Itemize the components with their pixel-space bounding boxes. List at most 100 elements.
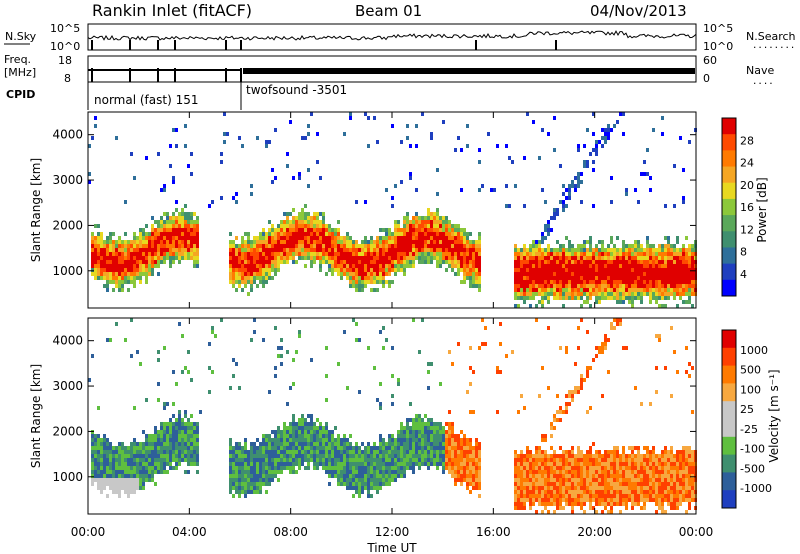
heatmap-cell (361, 458, 364, 462)
heatmap-cell (610, 494, 613, 498)
heatmap-cell (406, 442, 409, 446)
heatmap-cell (679, 296, 682, 300)
heatmap-cell (121, 462, 124, 466)
heatmap-cell (322, 232, 325, 236)
heatmap-cell (325, 466, 328, 470)
heatmap-cell (259, 458, 262, 462)
heatmap-cell (586, 366, 589, 370)
heatmap-cell (568, 276, 571, 280)
heatmap-cell (436, 450, 439, 454)
heatmap-cell (136, 450, 139, 454)
heatmap-cell (163, 252, 166, 256)
heatmap-cell (382, 240, 385, 244)
heatmap-cell (91, 442, 94, 446)
heatmap-cell (670, 264, 673, 268)
heatmap-cell (373, 486, 376, 490)
heatmap-cell (460, 260, 463, 264)
heatmap-cell (268, 244, 271, 248)
heatmap-cell (376, 140, 379, 144)
heatmap-cell (634, 240, 637, 244)
heatmap-cell (676, 252, 679, 256)
heatmap-cell (157, 260, 160, 264)
heatmap-cell (583, 470, 586, 474)
heatmap-cell (196, 220, 199, 224)
heatmap-cell (136, 236, 139, 240)
heatmap-cell (466, 260, 469, 264)
heatmap-cell (592, 482, 595, 486)
heatmap-cell (541, 188, 544, 192)
heatmap-cell (439, 430, 442, 434)
heatmap-cell (448, 410, 451, 414)
heatmap-cell (394, 450, 397, 454)
heatmap-cell (448, 236, 451, 240)
colorbar-tick-label: 4 (740, 268, 747, 281)
heatmap-cell (271, 454, 274, 458)
heatmap-cell (133, 470, 136, 474)
heatmap-cell (601, 494, 604, 498)
heatmap-cell (286, 446, 289, 450)
heatmap-cell (583, 268, 586, 272)
heatmap-cell (118, 256, 121, 260)
heatmap-cell (232, 358, 235, 362)
heatmap-cell (331, 256, 334, 260)
heatmap-cell (607, 268, 610, 272)
heatmap-cell (451, 244, 454, 248)
heatmap-cell (649, 272, 652, 276)
heatmap-cell (271, 168, 274, 172)
heatmap-cell (100, 248, 103, 252)
heatmap-cell (466, 466, 469, 470)
heatmap-cell (382, 466, 385, 470)
heatmap-cell (229, 276, 232, 280)
heatmap-cell (442, 470, 445, 474)
heatmap-cell (292, 252, 295, 256)
heatmap-cell (433, 454, 436, 458)
heatmap-cell (439, 462, 442, 466)
heatmap-cell (283, 458, 286, 462)
heatmap-cell (532, 498, 535, 502)
heatmap-cell (685, 284, 688, 288)
heatmap-cell (421, 426, 424, 430)
heatmap-cell (469, 458, 472, 462)
heatmap-cell (325, 374, 328, 378)
heatmap-cell (562, 256, 565, 260)
heatmap-cell (172, 220, 175, 224)
heatmap-cell (532, 470, 535, 474)
heatmap-cell (691, 304, 694, 308)
heatmap-cell (355, 264, 358, 268)
heatmap-cell (427, 232, 430, 236)
heatmap-cell (478, 454, 481, 458)
heatmap-cell (349, 486, 352, 490)
heatmap-cell (622, 462, 625, 466)
heatmap-cell (124, 458, 127, 462)
heatmap-cell (97, 446, 100, 450)
heatmap-cell (490, 188, 493, 192)
heatmap-cell (469, 442, 472, 446)
heatmap-cell (574, 292, 577, 296)
heatmap-cell (514, 256, 517, 260)
heatmap-cell (580, 454, 583, 458)
heatmap-cell (610, 272, 613, 276)
heatmap-cell (172, 228, 175, 232)
heatmap-cell (187, 434, 190, 438)
heatmap-cell (139, 470, 142, 474)
heatmap-cell (307, 256, 310, 260)
heatmap-cell (418, 248, 421, 252)
heatmap-cell (316, 466, 319, 470)
heatmap-cell (598, 256, 601, 260)
heatmap-cell (409, 172, 412, 176)
heatmap-cell (289, 434, 292, 438)
heatmap-cell (139, 272, 142, 276)
heatmap-cell (94, 124, 97, 128)
heatmap-cell (460, 148, 463, 152)
heatmap-cell (553, 462, 556, 466)
heatmap-cell (349, 280, 352, 284)
heatmap-cell (136, 446, 139, 450)
heatmap-cell (628, 446, 631, 450)
heatmap-cell (628, 244, 631, 248)
heatmap-cell (100, 244, 103, 248)
heatmap-cell (172, 236, 175, 240)
heatmap-cell (442, 466, 445, 470)
heatmap-cell (400, 252, 403, 256)
heatmap-cell (466, 482, 469, 486)
heatmap-cell (118, 486, 121, 490)
